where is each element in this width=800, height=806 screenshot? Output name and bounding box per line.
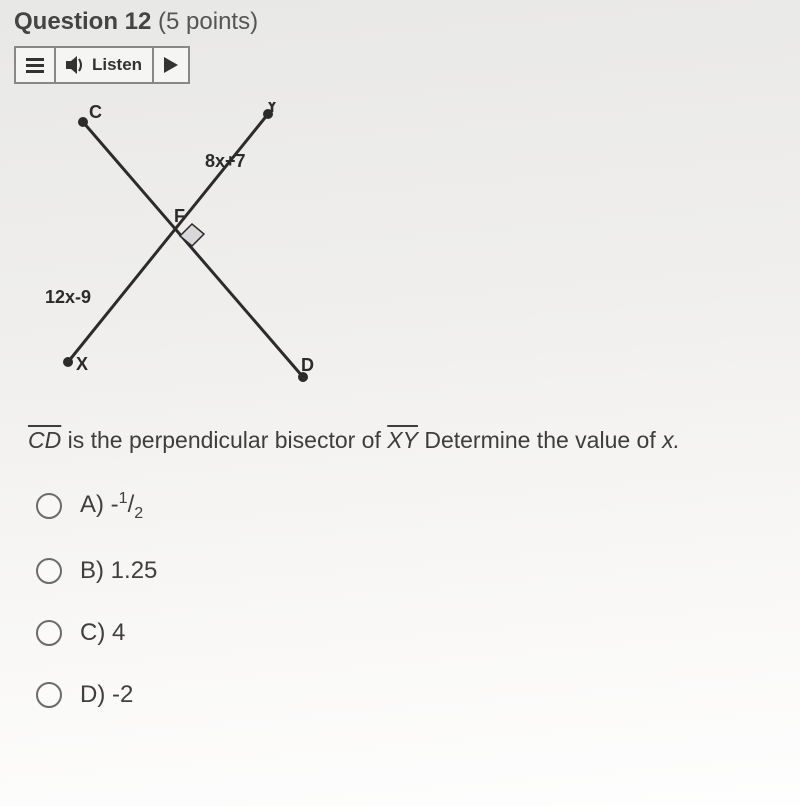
option-b-text: B) 1.25 bbox=[80, 557, 157, 585]
svg-text:Y: Y bbox=[266, 102, 278, 116]
listen-button[interactable]: Listen bbox=[56, 48, 154, 82]
svg-text:C: C bbox=[89, 102, 102, 122]
speaker-icon bbox=[66, 56, 86, 74]
menu-icon bbox=[26, 58, 44, 73]
option-b[interactable]: B) 1.25 bbox=[36, 557, 800, 585]
question-text: CD is the perpendicular bisector of XY D… bbox=[28, 426, 800, 456]
question-text-1: is the perpendicular bisector of bbox=[61, 427, 387, 453]
radio-c[interactable] bbox=[36, 620, 62, 646]
geometry-diagram: C Y F X D 8x+7 12x-9 bbox=[28, 102, 348, 402]
option-a-text: A) -1/2 bbox=[80, 490, 143, 523]
svg-text:X: X bbox=[76, 354, 88, 374]
play-button[interactable] bbox=[154, 48, 188, 82]
option-a[interactable]: A) -1/2 bbox=[36, 490, 800, 523]
question-var: x. bbox=[662, 427, 680, 453]
radio-b[interactable] bbox=[36, 558, 62, 584]
question-text-2: Determine the value of bbox=[418, 427, 662, 453]
option-c[interactable]: C) 4 bbox=[36, 619, 800, 647]
svg-text:D: D bbox=[301, 355, 314, 375]
svg-text:8x+7: 8x+7 bbox=[205, 151, 246, 171]
radio-a[interactable] bbox=[36, 493, 62, 519]
question-points: (5 points) bbox=[158, 8, 258, 35]
radio-d[interactable] bbox=[36, 682, 62, 708]
svg-text:12x-9: 12x-9 bbox=[45, 287, 91, 307]
menu-button[interactable] bbox=[16, 48, 56, 82]
listen-label: Listen bbox=[92, 55, 142, 75]
question-header: Question 12 (5 points) bbox=[0, 0, 800, 42]
play-icon bbox=[164, 57, 178, 73]
audio-toolbar: Listen bbox=[14, 46, 190, 84]
option-d[interactable]: D) -2 bbox=[36, 681, 800, 709]
answer-options: A) -1/2 B) 1.25 C) 4 D) -2 bbox=[36, 490, 800, 709]
option-c-text: C) 4 bbox=[80, 619, 125, 647]
question-number: Question 12 bbox=[14, 8, 151, 35]
segment-xy: XY bbox=[387, 427, 418, 453]
segment-cd: CD bbox=[28, 427, 61, 453]
option-d-text: D) -2 bbox=[80, 681, 133, 709]
svg-text:F: F bbox=[174, 206, 185, 226]
